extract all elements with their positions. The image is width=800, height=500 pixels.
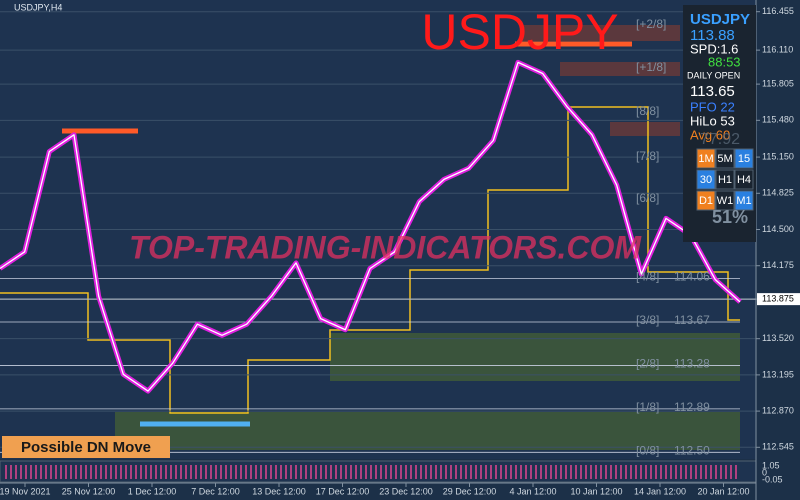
x-tick-label: 20 Jan 12:00 [697, 486, 749, 496]
panel-avg: Avg 60 [690, 127, 730, 142]
signal-box [2, 436, 170, 458]
x-tick-label: 1 Dec 12:00 [128, 486, 177, 496]
y-tick-label: 114.175 [762, 260, 794, 270]
timeframe-label[interactable]: H4 [737, 174, 751, 186]
murrey-tag: [+2/8] [636, 17, 666, 31]
y-tick-label: 112.545 [762, 442, 794, 452]
timeframe-label[interactable]: 5M [717, 153, 732, 165]
plot [0, 11, 756, 453]
y-tick-label: 115.805 [762, 78, 794, 88]
timeframe-label[interactable]: 30 [700, 174, 712, 186]
murrey-tag: [8/8] [636, 104, 659, 118]
murrey-tag: [3/8] [636, 313, 659, 327]
x-tick-label: 25 Nov 12:00 [62, 486, 116, 496]
murrey-level: 113.67 [674, 313, 710, 327]
y-tick-label: 115.480 [762, 115, 794, 125]
trend-step [0, 106, 740, 414]
x-tick-label: 17 Dec 12:00 [316, 486, 370, 496]
timeframe-button[interactable] [715, 169, 735, 190]
panel-percent: 51% [712, 207, 748, 227]
indicator-tick-label: -0.05 [762, 474, 783, 484]
x-tick-label: 4 Jan 12:00 [509, 486, 556, 496]
timeframe-buttons: 1M 5M 15 30 H1 H4 D1 W1 M1 [696, 148, 754, 211]
panel-timer: 88:53 [708, 54, 741, 69]
panel-symbol: USDJPY [690, 11, 750, 28]
panel-score: 77.92 [700, 131, 740, 148]
y-tick-label: 114.500 [762, 224, 794, 234]
murrey-tag: [7/8] [636, 149, 659, 163]
timeframe-label[interactable]: 1M [698, 153, 713, 165]
x-tick-label: 7 Dec 12:00 [191, 486, 240, 496]
murrey-level: 114.06 [674, 270, 710, 284]
murrey-level: 113.28 [674, 357, 710, 371]
timeframe-button[interactable] [696, 190, 716, 211]
x-tick-label: 14 Jan 12:00 [634, 486, 686, 496]
panel-bid: 113.88 [690, 27, 735, 44]
y-tick-label: 115.150 [762, 151, 794, 161]
murrey-tag: [6/8] [636, 191, 659, 205]
timeframe-button[interactable] [715, 148, 735, 169]
chart-title: USDJPY,H4 [14, 2, 62, 12]
timeframe-label[interactable]: D1 [699, 195, 713, 207]
x-tick-label: 19 Nov 2021 [0, 486, 51, 496]
zone [330, 333, 740, 381]
timeframe-button[interactable] [715, 190, 735, 211]
x-tick-label: 13 Dec 12:00 [252, 486, 306, 496]
signal-label: Possible DN Move [21, 439, 151, 456]
y-tick-label: 113.195 [762, 369, 794, 379]
symbol-overlay: USDJPY [421, 4, 618, 60]
timeframe-button[interactable] [734, 148, 754, 169]
murrey-tag: [+1/8] [636, 60, 666, 74]
zone [115, 412, 740, 450]
watermark: TOP-TRADING-INDICATORS.COM [129, 229, 642, 265]
murrey-tag: [1/8] [636, 400, 659, 414]
zones [115, 25, 740, 450]
panel-daily-open-label: DAILY OPEN [687, 70, 740, 80]
timeframe-label[interactable]: 15 [738, 153, 750, 165]
y-tick-label: 112.870 [762, 405, 794, 415]
price-line [0, 61, 741, 392]
panel-pfo: PFO 22 [690, 99, 735, 114]
zone [610, 122, 680, 136]
zone [560, 62, 680, 76]
y-tick-label: 116.455 [762, 6, 794, 16]
panel-spread: SPD:1.6 [690, 41, 738, 56]
timeframe-label[interactable]: W1 [717, 195, 734, 207]
y-tick-label: 113.875 [762, 294, 794, 304]
y-tick-label: 116.110 [762, 45, 793, 55]
y-tick-label: 113.520 [762, 333, 794, 343]
current-price-box [757, 293, 800, 306]
murrey-level: 112.50 [674, 443, 710, 457]
info-panel: USDJPY 113.88 SPD:1.6 88:53 DAILY OPEN 1… [683, 5, 756, 242]
indicator-bars [4, 465, 740, 479]
murrey-tag: [2/8] [636, 357, 659, 371]
murrey-tag: [4/8] [636, 270, 659, 284]
timeframe-button[interactable] [734, 169, 754, 190]
panel-hilo: HiLo 53 [690, 113, 735, 128]
indicator-tick-label: 0 [762, 467, 767, 477]
indicator-tick-label: 1.05 [762, 460, 780, 470]
murrey-tag: [0/8] [636, 443, 659, 457]
x-tick-label: 23 Dec 12:00 [379, 486, 433, 496]
timeframe-label[interactable]: H1 [718, 174, 732, 186]
timeframe-button[interactable] [734, 190, 754, 211]
x-tick-label: 10 Jan 12:00 [570, 486, 622, 496]
timeframe-label[interactable]: M1 [736, 195, 751, 207]
murrey-level: 112.89 [674, 400, 710, 414]
panel-daily-open: 113.65 [690, 83, 735, 100]
timeframe-button[interactable] [696, 148, 716, 169]
timeframe-button[interactable] [696, 169, 716, 190]
x-tick-label: 29 Dec 12:00 [443, 486, 497, 496]
zone [520, 25, 680, 41]
y-tick-label: 114.825 [762, 188, 794, 198]
